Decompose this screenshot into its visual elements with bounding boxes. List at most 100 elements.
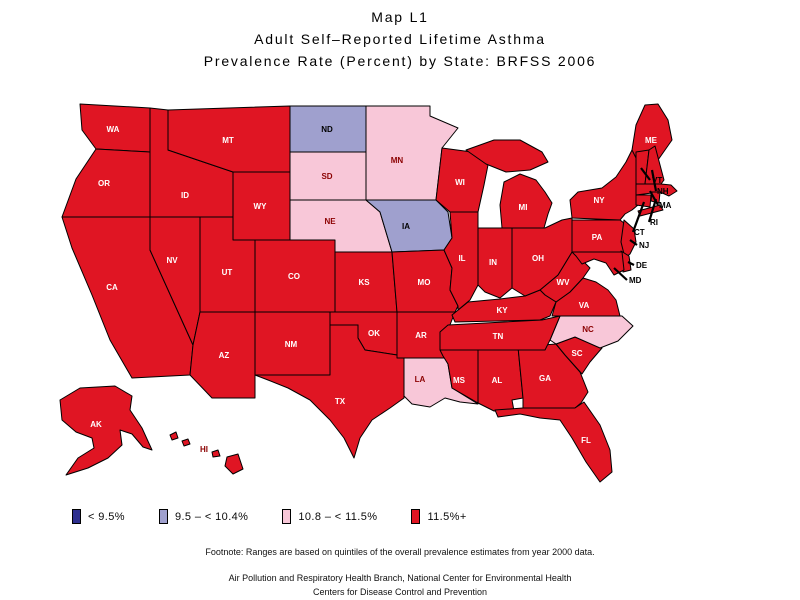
state-label-nv: NV [166,256,178,265]
state-label-ms: MS [453,376,466,385]
state-label-wv: WV [557,278,571,287]
state-label-or: OR [98,179,110,188]
title-line-3: Prevalence Rate (Percent) by State: BRFS… [203,53,597,69]
state-label-la: LA [415,375,426,384]
state-label-mo: MO [418,278,431,287]
title-line-2: Adult Self–Reported Lifetime Asthma [254,31,546,47]
state-label-ma: MA [659,201,672,210]
state-tx [254,324,405,459]
state-label-md: MD [629,276,642,285]
title-line-1: Map L1 [371,9,429,25]
state-label-ar: AR [415,331,427,340]
state-mi [499,173,553,229]
state-label-mt: MT [222,136,234,145]
state-label-pa: PA [592,233,603,242]
state-label-ks: KS [358,278,370,287]
state-label-sc: SC [571,349,582,358]
state-oh [511,217,573,297]
leader-line-ma [649,190,659,206]
attribution-line-2: Centers for Disease Control and Preventi… [312,587,488,597]
state-label-nm: NM [285,340,298,349]
state-nh [644,145,665,185]
state-label-ny: NY [593,196,605,205]
legend-label-11-5-plus: 11.5%+ [427,510,467,523]
legend-label-9-5-to-10-4: 9.5 – < 10.4% [174,510,249,523]
state-tn [439,315,561,351]
state-mi-upper [465,139,549,173]
state-label-mi: MI [519,203,528,212]
leader-line-ri [647,198,658,223]
leader-line-md [613,267,628,281]
legend: < 9.5% 9.5 – < 10.4% 10.8 – < 11.5% 11.5… [72,509,467,524]
leader-line-de [627,261,635,266]
states-layer [59,103,678,483]
legend-swatch-11-5-plus [411,509,421,524]
state-label-nj: NJ [639,241,649,250]
leader-line-nj [629,239,638,246]
state-ak [59,385,153,476]
leader-line-nh [650,169,658,192]
state-nc [549,315,634,349]
state-label-de: DE [636,261,648,270]
legend-swatch-10-8-to-11-5 [282,509,292,524]
state-label-oh: OH [532,254,544,263]
state-label-id: ID [181,191,189,200]
state-label-co: CO [288,272,300,281]
state-labels-layer: WA OR CA NV ID MT WY UT AZ CO NM ND SD N… [90,125,671,454]
state-label-ia: IA [402,222,410,231]
state-label-ut: UT [222,268,233,277]
state-label-ca: CA [106,283,118,292]
state-label-wy: WY [254,202,268,211]
state-label-wi: WI [455,178,465,187]
state-label-ct: CT [634,228,645,237]
state-label-wa: WA [107,125,120,134]
state-label-ne: NE [324,217,336,226]
state-fl [494,401,613,483]
state-ct [635,194,652,208]
legend-swatch-9-5-to-10-4 [158,509,168,524]
state-label-nh: NH [657,187,669,196]
legend-item-lt-9-5: < 9.5% [72,509,125,524]
state-label-tn: TN [493,332,504,341]
legend-item-10-8-to-11-5: 10.8 – < 11.5% [282,509,377,524]
legend-item-9-5-to-10-4: 9.5 – < 10.4% [158,509,249,524]
state-label-al: AL [492,376,503,385]
state-ny [569,149,639,221]
attribution: Air Pollution and Respiratory Health Bra… [0,571,800,599]
state-ky [451,289,557,323]
state-il [443,211,479,311]
state-label-ky: KY [496,306,508,315]
attribution-line-1: Air Pollution and Respiratory Health Bra… [228,573,572,583]
leader-line-ct [631,201,646,233]
state-label-va: VA [579,301,590,310]
state-label-in: IN [489,258,497,267]
state-label-hi: HI [200,445,208,454]
leader-lines-layer [613,167,659,281]
state-label-nc: NC [582,325,594,334]
state-label-ok: OK [368,329,380,338]
state-label-me: ME [645,136,658,145]
state-hi-island-1 [169,431,179,441]
figure-title: Map L1 Adult Self–Reported Lifetime Asth… [0,6,800,72]
state-label-nd: ND [321,125,333,134]
legend-swatch-lt-9-5 [72,509,81,524]
state-label-ak: AK [90,420,102,429]
state-label-az: AZ [219,351,230,360]
legend-label-lt-9-5: < 9.5% [88,510,125,523]
leader-line-vt [640,167,651,181]
state-label-mn: MN [391,156,404,165]
state-label-ri: RI [650,218,658,227]
legend-label-10-8-to-11-5: 10.8 – < 11.5% [298,510,378,523]
state-hi-island-2 [181,438,191,447]
state-hi-island-4 [224,453,244,475]
state-label-il: IL [458,254,465,263]
state-label-vt: VT [652,176,662,185]
state-hi-island-3 [211,449,221,458]
legend-item-11-5-plus: 11.5%+ [411,509,466,524]
state-label-sd: SD [321,172,332,181]
state-md [571,251,625,276]
state-label-fl: FL [581,436,591,445]
footnote: Footnote: Ranges are based on quintiles … [205,547,595,557]
